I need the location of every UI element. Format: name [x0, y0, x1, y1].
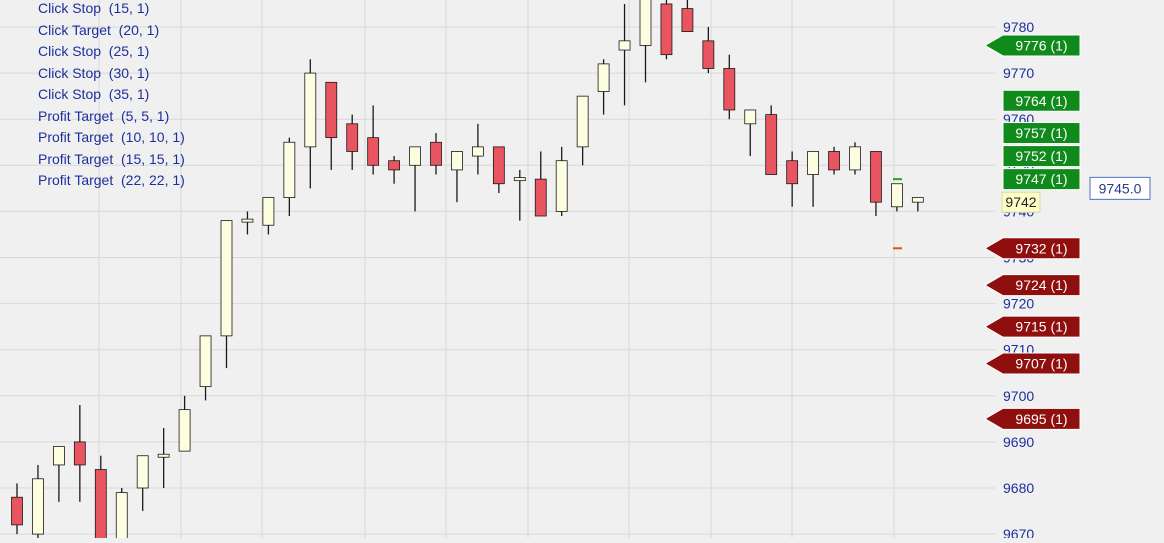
legend-item[interactable]: Profit Target (10, 10, 1)	[38, 129, 185, 145]
candle-body-up	[199, 335, 212, 387]
candle-body-up	[911, 197, 924, 203]
order-flag-label: 9695 (1)	[1015, 411, 1067, 427]
candle-body-down	[73, 441, 86, 466]
legend-item[interactable]: Click Stop (35, 1)	[38, 86, 150, 102]
candle-body-up	[115, 492, 128, 543]
candle-body-down	[11, 496, 23, 526]
legend-item[interactable]: Profit Target (22, 22, 1)	[38, 172, 185, 188]
candle-body-up	[220, 220, 233, 337]
candle-body-up	[891, 183, 903, 208]
candle-body-up	[283, 141, 296, 198]
y-tick-label: 9720	[1003, 296, 1034, 312]
candle-body-up	[136, 455, 149, 489]
y-tick-label: 9680	[1003, 480, 1034, 496]
candle-body-up	[576, 95, 589, 148]
candle-body-up	[178, 409, 191, 452]
candle-body-down	[681, 8, 694, 33]
order-flag-label: 9776 (1)	[1015, 37, 1067, 53]
y-tick-label: 9690	[1003, 434, 1034, 450]
stop-order-flag	[984, 237, 1081, 260]
candle-body-up	[53, 446, 65, 466]
candle-body-down	[786, 160, 799, 185]
candle-body-up	[157, 453, 170, 458]
current-price-label: 9742	[1005, 194, 1036, 210]
candle-body-down	[346, 123, 359, 152]
order-flag-label: 9732 (1)	[1015, 240, 1067, 256]
stop-order-flag	[984, 407, 1081, 430]
stop-order-flag	[984, 274, 1081, 297]
candle-body-up	[32, 478, 44, 535]
candle-body-down	[534, 178, 547, 217]
candle-body-up	[849, 146, 861, 171]
candle-body-up	[451, 151, 463, 171]
candle-body-up	[471, 146, 484, 157]
y-tick-label: 9780	[1003, 19, 1034, 35]
candle-body-down	[660, 3, 673, 56]
candle-body-down	[828, 151, 840, 171]
target-order-flag	[1002, 145, 1081, 168]
legend-item[interactable]: Click Target (20, 1)	[38, 21, 160, 38]
current-price-box	[1001, 191, 1041, 213]
candle-body-down	[870, 151, 882, 203]
candle-body-up	[744, 109, 757, 125]
candle-body-down	[702, 40, 715, 69]
candle-body-up	[555, 160, 568, 212]
candle-body-down	[367, 137, 380, 166]
order-flag-label: 9724 (1)	[1015, 277, 1067, 293]
order-flag-label: 9752 (1)	[1015, 148, 1067, 164]
candle-body-down	[765, 114, 778, 175]
stop-order-flag	[984, 315, 1081, 338]
y-tick-label: 9670	[1003, 526, 1034, 538]
candle-body-up	[262, 197, 275, 226]
legend-item[interactable]: Click Stop (15, 1)	[38, 0, 150, 16]
candle-body-up	[639, 0, 652, 46]
order-markers: 9776 (1) 9764 (1) 9757 (1) 9752 (1) 9747 (1)…	[893, 34, 1151, 430]
candle-body-down	[430, 141, 442, 166]
candle-body-down	[325, 81, 338, 139]
target-order-flag	[1002, 122, 1081, 145]
crosshair-price-box	[1089, 176, 1151, 200]
target-order-flag	[984, 34, 1081, 57]
candle-body-down	[388, 160, 401, 171]
legend-item[interactable]: Profit Target (5, 5, 1)	[38, 107, 170, 124]
order-flag-label: 9747 (1)	[1015, 171, 1067, 187]
grid	[0, 0, 995, 538]
candle-body-down	[492, 146, 505, 185]
candle-body-up	[304, 72, 317, 148]
candle-body-up	[597, 63, 610, 92]
candle-body-down	[723, 68, 736, 111]
candle-body-down	[94, 469, 107, 543]
candle-body-up	[807, 151, 819, 175]
crosshair-price-label: 9745.0	[1099, 180, 1142, 196]
order-flag-label: 9757 (1)	[1015, 125, 1067, 141]
strategy-legend: Click Stop (15, 1) Click Target (20, 1) …	[38, 0, 185, 192]
candles	[11, 0, 924, 543]
candle-body-up	[409, 146, 421, 166]
stop-order-flag	[984, 352, 1081, 375]
legend-item[interactable]: Profit Target (15, 15, 1)	[38, 150, 185, 167]
legend-item[interactable]: Click Stop (25, 1)	[38, 43, 150, 59]
order-flag-label: 9715 (1)	[1015, 319, 1067, 335]
target-order-flag	[1002, 168, 1081, 191]
target-order-flag	[1002, 89, 1081, 112]
candle-body-up	[241, 218, 254, 223]
candle-body-up	[618, 40, 631, 51]
legend-item[interactable]: Click Stop (30, 1)	[38, 64, 150, 81]
order-flag-label: 9707 (1)	[1015, 356, 1067, 372]
candle-body-up	[513, 177, 526, 182]
y-tick-label: 9770	[1003, 65, 1034, 81]
y-tick-label: 9700	[1003, 388, 1034, 404]
order-flag-label: 9764 (1)	[1015, 93, 1067, 109]
